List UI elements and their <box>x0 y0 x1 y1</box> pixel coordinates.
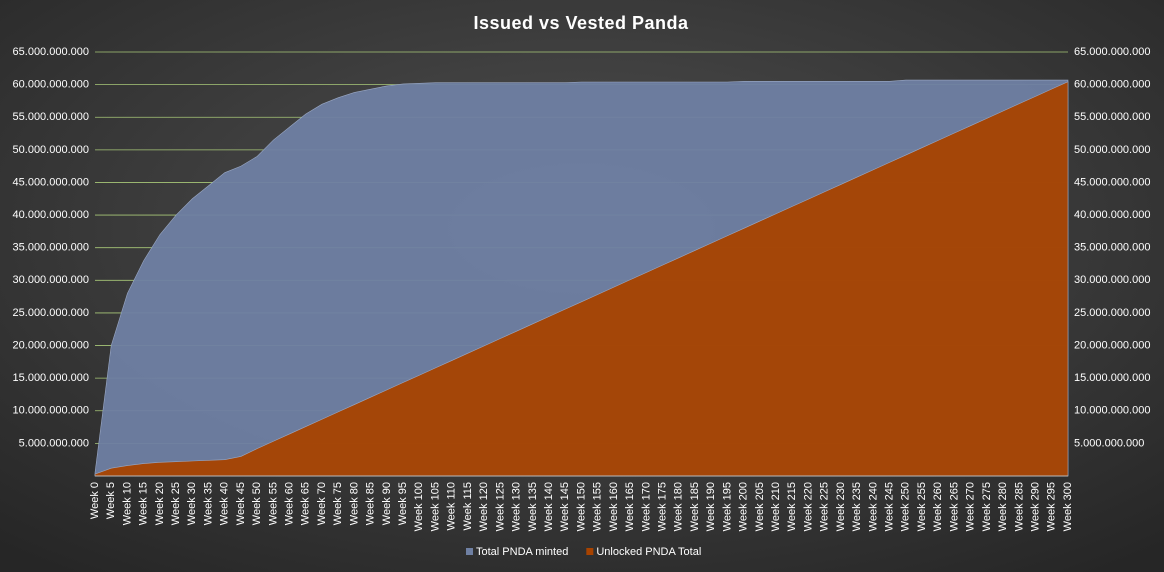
x-tick-label: Week 110 <box>446 482 458 531</box>
y-tick-label: 40.000.000.000 <box>13 209 89 221</box>
x-tick-label: Week 205 <box>754 482 766 531</box>
y-tick-label: 45.000.000.000 <box>13 176 89 188</box>
x-tick-label: Week 60 <box>284 482 296 525</box>
x-tick-label: Week 140 <box>543 482 555 531</box>
area <box>94 81 1069 477</box>
x-tick-label: Week 230 <box>835 482 847 531</box>
y2-tick-label: 20.000.000.000 <box>1074 339 1150 351</box>
y2-tick-label: 50.000.000.000 <box>1074 144 1150 156</box>
x-tick-label: Week 150 <box>575 482 587 531</box>
x-tick-label: Week 225 <box>819 482 831 531</box>
x-tick-label: Week 155 <box>592 482 604 531</box>
x-tick-label: Week 75 <box>332 482 344 525</box>
x-tick-label: Week 10 <box>121 482 133 525</box>
x-tick-label: Week 280 <box>997 482 1009 531</box>
y-tick-label: 30.000.000.000 <box>13 274 89 286</box>
x-tick-label: Week 275 <box>981 482 993 531</box>
y2-tick-label: 55.000.000.000 <box>1074 111 1150 123</box>
x-tick-label: Week 5 <box>105 482 117 519</box>
x-tick-label: Week 295 <box>1046 482 1058 531</box>
y2-tick-label: 60.000.000.000 <box>1074 79 1150 91</box>
x-tick-label: Week 20 <box>154 482 166 525</box>
y2-tick-label: 45.000.000.000 <box>1074 176 1150 188</box>
y2-tick-label: 25.000.000.000 <box>1074 307 1150 319</box>
x-tick-label: Week 255 <box>916 482 928 531</box>
legend-label: Unlocked PNDA Total <box>596 546 701 558</box>
x-tick-label: Week 125 <box>494 482 506 531</box>
legend-swatch <box>466 548 473 555</box>
x-tick-label: Week 215 <box>786 482 798 531</box>
y2-tick-label: 65.000.000.000 <box>1074 46 1150 58</box>
x-tick-label: Week 105 <box>429 482 441 531</box>
x-tick-label: Week 50 <box>251 482 263 525</box>
x-tick-label: Week 95 <box>397 482 409 525</box>
x-tick-label: Week 160 <box>608 482 620 531</box>
y2-tick-label: 15.000.000.000 <box>1074 372 1150 384</box>
x-tick-label: Week 180 <box>673 482 685 531</box>
y-tick-label: 55.000.000.000 <box>13 111 89 123</box>
y-tick-label: 5.000.000.000 <box>19 437 89 449</box>
y2-tick-label: 35.000.000.000 <box>1074 242 1150 254</box>
x-tick-label: Week 35 <box>202 482 214 525</box>
x-tick-label: Week 170 <box>640 482 652 531</box>
x-tick-label: Week 245 <box>884 482 896 531</box>
x-tick-label: Week 300 <box>1062 482 1074 531</box>
x-tick-label: Week 260 <box>932 482 944 531</box>
x-tick-label: Week 65 <box>300 482 312 525</box>
y2-tick-label: 30.000.000.000 <box>1074 274 1150 286</box>
x-tick-label: Week 130 <box>511 482 523 531</box>
x-tick-label: Week 100 <box>413 482 425 531</box>
x-tick-label: Week 145 <box>559 482 571 531</box>
x-tick-label: Week 195 <box>721 482 733 531</box>
y2-tick-label: 5.000.000.000 <box>1074 437 1144 449</box>
legend-label: Total PNDA minted <box>476 546 568 558</box>
legend-swatch <box>586 548 594 555</box>
y2-tick-label: 10.000.000.000 <box>1074 405 1150 417</box>
y-tick-label: 65.000.000.000 <box>13 46 89 58</box>
x-tick-label: Week 210 <box>770 482 782 531</box>
x-tick-label: Week 115 <box>462 482 474 531</box>
x-tick-label: Week 190 <box>705 482 717 531</box>
x-tick-label: Week 85 <box>365 482 377 525</box>
x-tick-label: Week 15 <box>138 482 150 525</box>
y2-tick-label: 40.000.000.000 <box>1074 209 1150 221</box>
x-tick-label: Week 250 <box>900 482 912 531</box>
x-tick-label: Week 30 <box>186 482 198 525</box>
y-tick-label: 10.000.000.000 <box>13 405 89 417</box>
x-tick-label: Week 290 <box>1029 482 1041 531</box>
x-tick-label: Week 80 <box>348 482 360 525</box>
y-tick-label: 20.000.000.000 <box>13 339 89 351</box>
x-tick-label: Week 40 <box>219 482 231 525</box>
y-tick-label: 50.000.000.000 <box>13 144 89 156</box>
x-tick-label: Week 0 <box>89 482 101 519</box>
x-tick-label: Week 70 <box>316 482 328 525</box>
x-tick-label: Week 200 <box>738 482 750 531</box>
x-tick-label: Week 45 <box>235 482 247 525</box>
chart-title: Issued vs Vested Panda <box>473 13 689 33</box>
x-tick-label: Week 120 <box>478 482 490 531</box>
x-tick-label: Week 235 <box>851 482 863 531</box>
x-tick-label: Week 270 <box>965 482 977 531</box>
x-tick-label: Week 240 <box>867 482 879 531</box>
x-tick-label: Week 265 <box>948 482 960 531</box>
y-tick-label: 15.000.000.000 <box>13 372 89 384</box>
x-tick-label: Week 285 <box>1013 482 1025 531</box>
x-tick-label: Week 90 <box>381 482 393 525</box>
x-tick-label: Week 135 <box>527 482 539 531</box>
x-tick-label: Week 220 <box>802 482 814 531</box>
x-tick-label: Week 55 <box>267 482 279 525</box>
y-tick-label: 35.000.000.000 <box>13 242 89 254</box>
x-tick-label: Week 25 <box>170 482 182 525</box>
x-tick-label: Week 165 <box>624 482 636 531</box>
x-tick-label: Week 185 <box>689 482 701 531</box>
x-tick-label: Week 175 <box>656 482 668 531</box>
y-tick-label: 25.000.000.000 <box>13 307 89 319</box>
y-tick-label: 60.000.000.000 <box>13 79 89 91</box>
